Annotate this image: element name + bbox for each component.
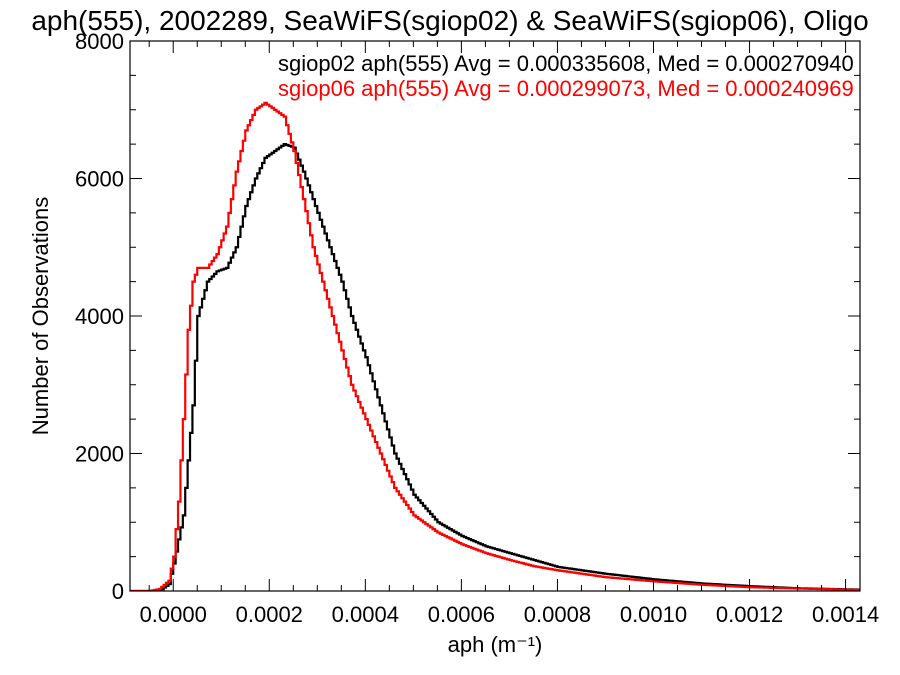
y-axis-label: Number of Observations [28,197,53,435]
x-tick-label: 0.0014 [812,602,879,627]
y-tick-label: 2000 [75,442,124,467]
y-tick-label: 0 [112,579,124,604]
plot-frame [129,40,861,592]
series-line-sgiop02 [130,143,860,591]
legend-entry-sgiop06: sgiop06 aph(555) Avg = 0.000299073, Med … [278,76,854,101]
x-tick-label: 0.0002 [236,602,303,627]
x-axis-label: aph (m⁻¹) [448,632,543,657]
x-tick-label: 0.0004 [332,602,399,627]
x-tick-label: 0.0012 [716,602,783,627]
y-tick-label: 8000 [75,29,124,54]
x-tick-label: 0.0010 [620,602,687,627]
x-tick-label: 0.0008 [524,602,591,627]
x-tick-label: 0.0006 [428,602,495,627]
legend-entry-sgiop02: sgiop02 aph(555) Avg = 0.000335608, Med … [278,51,854,76]
series-line-sgiop06 [130,101,860,591]
x-tick-label: 0.0000 [140,602,207,627]
chart-title: aph(555), 2002289, SeaWiFS(sgiop02) & Se… [31,5,868,36]
y-tick-label: 4000 [75,304,124,329]
y-tick-label: 6000 [75,167,124,192]
